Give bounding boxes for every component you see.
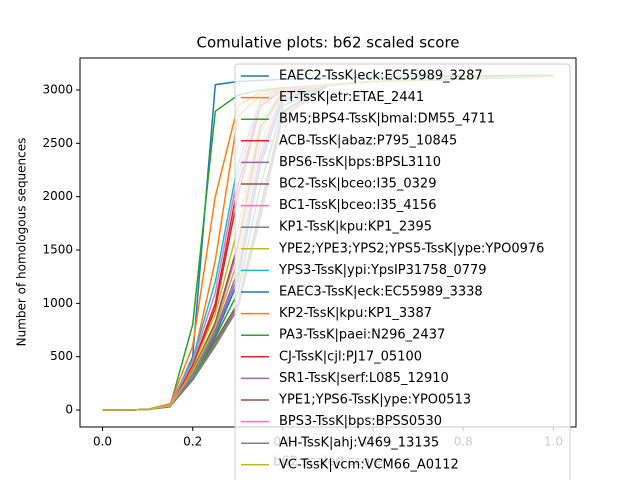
legend-label: ET-TssK|etr:ETAE_2441 <box>279 90 424 105</box>
legend: EAEC2-TssK|eck:EC55989_3287 ET-TssK|etr:E… <box>234 63 571 480</box>
y-tick-label: 3000 <box>42 83 73 97</box>
legend-label: YPS3-TssK|ypi:YpsIP31758_0779 <box>278 263 487 278</box>
legend-label: YPE2;YPE3;YPS2;YPS5-TssK|ype:YPO0976 <box>278 241 544 256</box>
legend-label: YPE1;YPS6-TssK|ype:YPO0513 <box>278 393 471 408</box>
legend-label: EAEC2-TssK|eck:EC55989_3287 <box>279 69 483 84</box>
legend-label: BPS6-TssK|bps:BPSL3110 <box>279 155 441 170</box>
legend-label: AH-TssK|ahj:V469_13135 <box>279 436 439 451</box>
y-tick-label: 500 <box>50 349 73 363</box>
legend-label: CJ-TssK|cjl:PJ17_05100 <box>279 349 422 364</box>
y-tick-label: 1000 <box>42 296 73 310</box>
legend-label: VC-TssK|vcm:VCM66_A0112 <box>279 457 459 472</box>
legend-label: EAEC3-TssK|eck:EC55989_3338 <box>279 285 483 300</box>
y-tick-label: 2000 <box>42 189 73 203</box>
chart-title: Comulative plots: b62 scaled score <box>196 34 459 52</box>
legend-label: KP1-TssK|kpu:KP1_2395 <box>279 220 432 235</box>
y-tick-label: 1500 <box>42 243 73 257</box>
legend-label: BC2-TssK|bceo:I35_0329 <box>279 177 436 192</box>
legend-label: BPS3-TssK|bps:BPSS0530 <box>279 414 442 429</box>
legend-label: BC1-TssK|bceo:I35_4156 <box>279 198 436 213</box>
y-tick-label: 0 <box>65 403 73 417</box>
legend-label: KP2-TssK|kpu:KP1_3387 <box>279 306 432 321</box>
legend-label: PA3-TssK|paei:N296_2437 <box>279 328 445 343</box>
x-tick-label: 0.2 <box>183 435 202 449</box>
legend-label: BM5;BPS4-TssK|bmal:DM55_4711 <box>279 112 495 127</box>
legend-label: SR1-TssK|serf:L085_12910 <box>279 371 449 386</box>
legend-label: ACB-TssK|abaz:P795_10845 <box>279 133 457 148</box>
y-axis-label: Number of homologous sequences <box>15 138 29 347</box>
y-tick-label: 2500 <box>42 136 73 150</box>
legend-box <box>234 63 571 480</box>
x-tick-label: 0.0 <box>93 435 112 449</box>
